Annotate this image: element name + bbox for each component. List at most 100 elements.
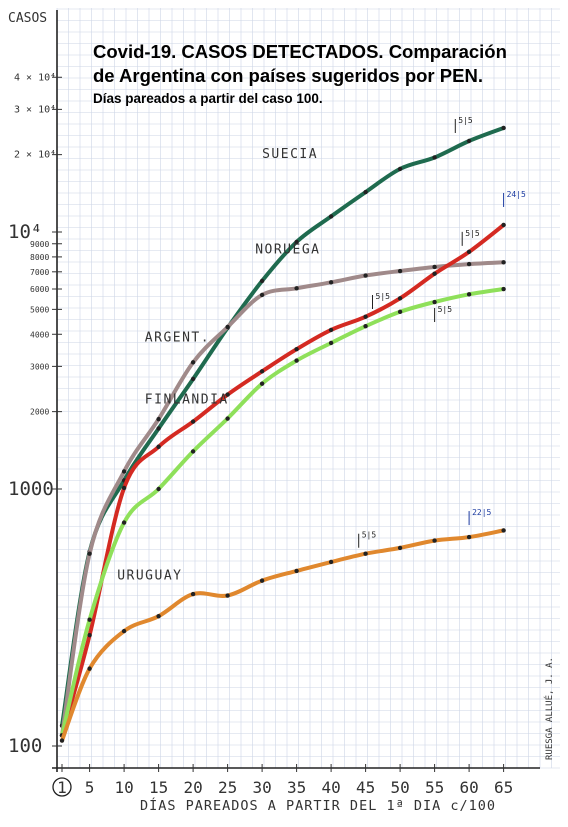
- data-point-finlandia: [501, 286, 506, 292]
- data-point-uruguay: [466, 534, 472, 540]
- data-point-argent: [156, 444, 161, 449]
- series-label: SUECIA: [262, 147, 318, 162]
- data-point-argent: [501, 222, 506, 228]
- data-point-finlandia: [397, 309, 403, 315]
- y-tick-label: 3000: [30, 362, 49, 371]
- data-point-argent: [225, 392, 230, 397]
- annotations: 5|5 24|5 5|5 5|5 5|5 5|5 22|5: [358, 116, 526, 548]
- data-point-argent: [397, 296, 403, 301]
- x-tick-label: 20: [183, 778, 202, 797]
- x-tick-circle: [52, 777, 72, 797]
- data-point-noruega: [190, 360, 196, 365]
- data-point-argent: [466, 249, 472, 255]
- data-point-argent: [121, 485, 127, 491]
- data-point-uruguay: [432, 538, 437, 543]
- data-point-uruguay: [190, 591, 196, 597]
- data-point-argent: [294, 346, 299, 352]
- x-tick-label: 60: [459, 778, 478, 797]
- data-point-noruega: [121, 469, 127, 474]
- x-tick-label: 55: [425, 778, 444, 797]
- x-tick-label: 1: [57, 778, 67, 797]
- data-point-uruguay: [259, 578, 265, 583]
- data-point-suecia: [156, 426, 161, 431]
- data-point-argent: [363, 314, 368, 319]
- annotation-label: 5|5: [458, 116, 473, 125]
- y-tick-label: 3 × 10⁴: [14, 104, 56, 115]
- x-tick-label: 10: [114, 778, 133, 797]
- y-tick-label: 4 × 10⁴: [14, 72, 56, 83]
- y-tick-label: 8000: [30, 253, 49, 262]
- data-point-uruguay: [156, 613, 161, 619]
- y-axis-label: CASOS: [8, 11, 47, 26]
- data-point-argent: [259, 369, 265, 374]
- data-point-argent: [432, 271, 437, 276]
- data-point-suecia: [432, 155, 437, 160]
- data-point-finlandia: [87, 617, 92, 622]
- data-point-uruguay: [294, 568, 299, 574]
- data-point-suecia: [397, 166, 403, 172]
- data-point-uruguay: [121, 628, 127, 634]
- y-tick-labels: 100 1000 2000 3000 4000 5000 6000 7000 8000 90001…: [8, 72, 62, 757]
- chart-subtitle: Días pareados a partir del caso 100.: [93, 91, 323, 106]
- x-tick-label: 35: [287, 778, 306, 797]
- series-label: NORUEGA: [255, 243, 320, 258]
- x-tick-label: 40: [321, 778, 340, 797]
- data-point-uruguay: [397, 545, 403, 551]
- annotation-label: 5|5: [465, 229, 480, 238]
- y-tick-label: 100: [8, 735, 42, 757]
- data-point-suecia: [294, 239, 299, 245]
- data-point-noruega: [156, 416, 161, 422]
- x-tick-label: 65: [494, 778, 513, 797]
- data-point-noruega: [259, 292, 265, 298]
- data-point-noruega: [466, 261, 472, 267]
- series-line-suecia: [60, 126, 506, 728]
- data-point-noruega: [294, 286, 299, 291]
- x-tick-labels: 1 5 10 15 20 25 30 35 40 45 50 55 60 65: [52, 764, 513, 797]
- annotation-label: 5|5: [376, 292, 391, 301]
- data-point-noruega: [328, 280, 334, 285]
- annotation-label: 5|5: [438, 305, 453, 314]
- data-point-finlandia: [328, 340, 334, 346]
- x-tick-label: 25: [218, 778, 237, 797]
- y-tick-label: 6000: [30, 285, 49, 294]
- data-point-finlandia: [190, 449, 196, 454]
- chart-title: Covid-19. CASOS DETECTADOS. Comparación: [93, 41, 507, 62]
- x-tick-label: 5: [85, 778, 95, 797]
- series-line-uruguay: [60, 528, 506, 743]
- data-point-uruguay: [59, 738, 65, 743]
- annotation-label: 22|5: [472, 508, 491, 517]
- data-point-finlandia: [259, 381, 265, 386]
- x-axis-label: DÍAS PAREADOS A PARTIR DEL 1ª DIA c/100: [140, 797, 496, 814]
- data-point-uruguay: [225, 593, 230, 598]
- data-point-finlandia: [363, 323, 368, 329]
- series-lines: [59, 125, 506, 743]
- data-point-finlandia: [156, 486, 161, 492]
- data-point-uruguay: [501, 528, 506, 533]
- grid: [56, 8, 560, 769]
- series-label: FINLANDIA: [145, 393, 229, 408]
- data-point-argent: [328, 327, 334, 333]
- series-label: URUGUAY: [117, 569, 182, 584]
- data-point-argent: [87, 632, 92, 638]
- x-tick-label: 15: [149, 778, 168, 797]
- series-label: ARGENT.: [145, 330, 210, 345]
- data-point-suecia: [501, 125, 506, 131]
- signature: RUESGA ALLUÉ, J. A.: [543, 657, 555, 760]
- data-point-noruega: [397, 268, 403, 274]
- annotation-label: 24|5: [507, 190, 526, 199]
- data-point-finlandia: [121, 520, 127, 525]
- y-tick-label: 4000: [30, 330, 49, 339]
- x-tick-label: 30: [252, 778, 271, 797]
- data-point-finlandia: [294, 358, 299, 363]
- data-point-uruguay: [87, 666, 92, 671]
- y-tick-label: 7000: [30, 268, 49, 277]
- data-point-suecia: [190, 376, 196, 382]
- data-point-suecia: [328, 214, 334, 219]
- y-tick-label: 1000: [8, 478, 54, 500]
- y-tick-label: 10⁴: [8, 221, 42, 243]
- data-point-uruguay: [363, 551, 368, 556]
- data-point-suecia: [259, 278, 265, 284]
- annotation-label: 5|5: [362, 531, 377, 540]
- y-tick-label: 2 × 10⁴: [14, 150, 56, 161]
